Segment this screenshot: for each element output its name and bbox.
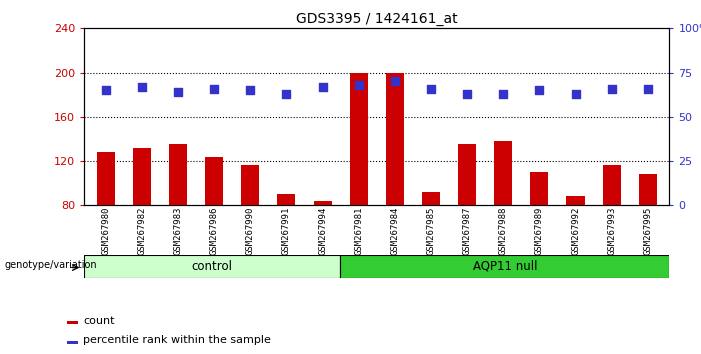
Point — [642, 86, 653, 91]
Title: GDS3395 / 1424161_at: GDS3395 / 1424161_at — [296, 12, 458, 26]
Bar — [313, 201, 332, 205]
Bar — [278, 194, 296, 205]
Bar — [422, 192, 440, 205]
Bar — [97, 152, 115, 205]
Point — [353, 82, 365, 88]
Bar — [458, 144, 476, 205]
Bar — [386, 73, 404, 205]
Bar — [603, 166, 620, 205]
Bar — [639, 175, 657, 205]
Text: AQP11 null: AQP11 null — [472, 260, 537, 273]
Point — [281, 91, 292, 97]
Point — [533, 87, 545, 93]
Point — [461, 91, 472, 97]
Bar — [531, 172, 548, 205]
Point — [100, 87, 111, 93]
Text: control: control — [191, 260, 233, 273]
Bar — [67, 321, 78, 324]
Bar — [494, 141, 512, 205]
Point — [570, 91, 581, 97]
Bar — [241, 166, 259, 205]
Bar — [205, 156, 223, 205]
Point — [606, 86, 618, 91]
Text: count: count — [83, 315, 115, 326]
Point — [245, 87, 256, 93]
Bar — [340, 255, 669, 278]
Bar — [67, 341, 78, 343]
Bar — [133, 148, 151, 205]
Point — [136, 84, 147, 90]
Text: genotype/variation: genotype/variation — [4, 260, 97, 270]
Point — [172, 89, 184, 95]
Point — [426, 86, 437, 91]
Bar — [350, 73, 368, 205]
Text: percentile rank within the sample: percentile rank within the sample — [83, 335, 271, 346]
Point — [389, 79, 400, 84]
Point — [498, 91, 509, 97]
Point — [317, 84, 328, 90]
Bar — [169, 144, 187, 205]
Bar — [84, 255, 340, 278]
Point — [209, 86, 220, 91]
Bar — [566, 196, 585, 205]
